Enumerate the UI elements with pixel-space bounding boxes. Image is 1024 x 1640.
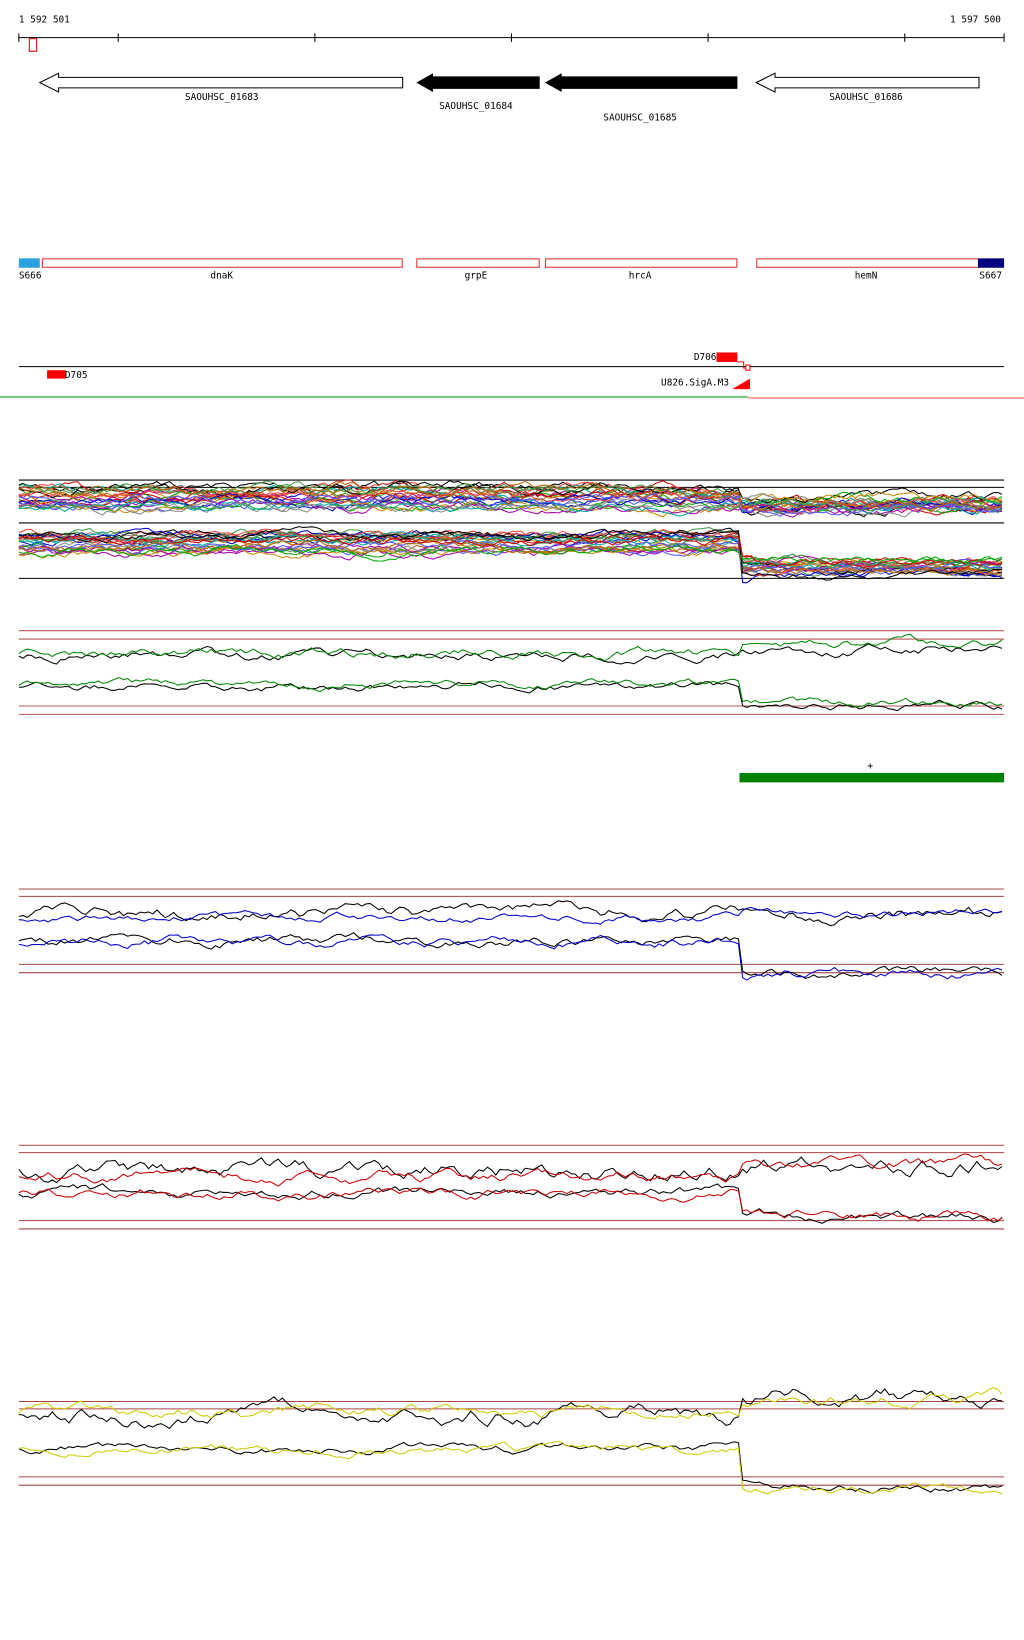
trace <box>18 681 1003 712</box>
trace <box>18 1440 1003 1495</box>
trace <box>18 1156 1003 1184</box>
operon-box <box>18 258 40 268</box>
trace <box>18 488 1003 515</box>
feature-label: D706 <box>694 352 717 363</box>
operon-label: S667 <box>979 271 1002 282</box>
trace <box>18 1183 1003 1224</box>
operon-label: hemN <box>855 271 878 282</box>
operon-box <box>544 258 738 268</box>
trace <box>18 545 1003 564</box>
trace <box>18 1153 1003 1187</box>
trace <box>18 528 1003 577</box>
operon-label: S666 <box>19 271 42 282</box>
feature-box <box>716 352 738 362</box>
gene-label: SAOUHSC_01684 <box>439 101 513 112</box>
trace <box>18 643 1003 665</box>
trace <box>18 1388 1003 1430</box>
operon-box <box>977 258 1005 268</box>
feature-box <box>47 370 66 379</box>
trace <box>18 1441 1003 1494</box>
gene-arrow <box>544 73 738 93</box>
trace <box>18 480 1003 514</box>
trace <box>18 900 1003 927</box>
trace <box>18 676 1003 708</box>
trace <box>18 934 1003 981</box>
ruler-axis <box>18 33 1005 42</box>
trace <box>18 1187 1003 1222</box>
trace-panels <box>18 479 1005 1495</box>
operon-label: dnaK <box>210 271 233 282</box>
feature-label: U826.SigA.M3 <box>661 377 729 388</box>
trace <box>18 491 1003 513</box>
trace <box>18 493 1003 516</box>
gene-arrow <box>755 72 980 93</box>
ruler-end: 1 597 500 <box>950 14 1001 25</box>
trace <box>18 633 1003 662</box>
trace <box>18 492 1003 517</box>
gene-arrow <box>38 72 404 93</box>
gene-arrow <box>416 73 540 93</box>
trace <box>18 534 1003 569</box>
trace <box>18 539 1003 573</box>
trace <box>18 480 1003 513</box>
trace <box>18 497 1003 515</box>
trace <box>18 1387 1003 1420</box>
operon-box <box>416 258 540 268</box>
strand-label: + <box>867 761 873 772</box>
gene-label: SAOUHSC_01685 <box>603 113 677 124</box>
trace <box>18 527 1003 584</box>
ruler-start: 1 592 501 <box>19 14 70 25</box>
gene-label: SAOUHSC_01683 <box>185 92 259 103</box>
operon-label: hrcA <box>629 271 652 282</box>
operon-box <box>756 258 980 268</box>
trace <box>18 531 1003 572</box>
feature-triangle <box>732 378 750 390</box>
trace <box>18 528 1003 567</box>
ruler-marker <box>28 38 38 52</box>
gene-label: SAOUHSC_01686 <box>829 92 903 103</box>
trace <box>18 907 1003 925</box>
trace <box>18 932 1003 980</box>
operon-box <box>41 258 403 268</box>
trace <box>18 536 1003 576</box>
feature-box <box>745 364 751 371</box>
strand-bar <box>739 772 1005 783</box>
trace <box>18 526 1003 581</box>
feature-label: D705 <box>65 370 88 381</box>
operon-label: grpE <box>465 271 488 282</box>
